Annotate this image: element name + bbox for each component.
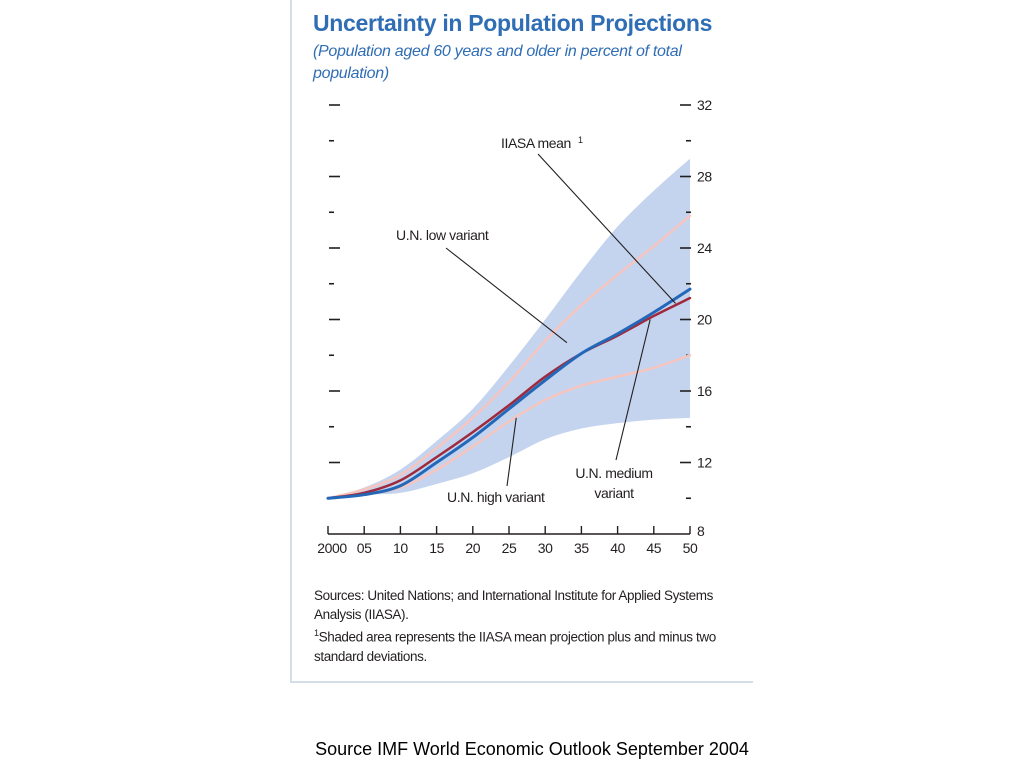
x-tick-label: 45 [646, 540, 661, 556]
annotation-un-medium: U.N. medium [575, 465, 652, 481]
annotation-iiasa-mean-sup: 1 [578, 135, 583, 145]
x-tick-label: 2000 [317, 540, 347, 556]
slide-caption: Source IMF World Economic Outlook Septem… [315, 739, 749, 759]
leader-iiasa-mean [537, 153, 676, 304]
x-tick-label: 25 [502, 540, 517, 556]
uncertainty-band [328, 158, 690, 499]
un-medium-variant-line [326, 296, 692, 500]
leader-un-low-variant [445, 247, 568, 344]
leader-un-medium-variant [615, 319, 651, 461]
x-tick-label: 15 [429, 540, 444, 556]
annotation-un-low-variant: U.N. low variant [396, 227, 489, 243]
un-low-variant-line [326, 214, 692, 500]
sources-text: Sources: United Nations; and Internation… [314, 588, 713, 622]
x-tick-label: 05 [357, 540, 372, 556]
x-tick-label: 30 [538, 540, 553, 556]
footnote-text: Shaded area represents the IIASA mean pr… [314, 629, 716, 664]
x-tick-label: 10 [393, 540, 408, 556]
annotation-iiasa-mean: IIASA mean [501, 135, 571, 151]
y-tick-label: 8 [697, 523, 705, 539]
chart-subtitle: (Population aged 60 years and older in p… [313, 43, 682, 82]
x-tick-label: 50 [683, 540, 698, 556]
x-tick-label: 40 [610, 540, 625, 556]
sources-note: Sources: United Nations; and Internation… [314, 586, 724, 666]
y-tick-label: 24 [697, 240, 712, 256]
iiasa-mean-line [326, 287, 692, 500]
footnote-marker: 1 [314, 628, 319, 638]
annotation-variant: variant [594, 485, 634, 501]
footnote: 1Shaded area represents the IIASA mean p… [314, 624, 724, 666]
y-tick-label: 32 [697, 97, 712, 113]
y-tick-label: 12 [697, 455, 712, 471]
annotation-un-high-variant: U.N. high variant [447, 489, 545, 505]
chart-title: Uncertainty in Population Projections [313, 10, 713, 36]
y-tick-label: 16 [697, 383, 712, 399]
y-tick-label: 28 [697, 169, 712, 185]
leader-un-high-variant [506, 417, 517, 487]
x-tick-label: 35 [574, 540, 589, 556]
x-tick-label: 20 [465, 540, 480, 556]
y-tick-label: 20 [697, 312, 712, 328]
